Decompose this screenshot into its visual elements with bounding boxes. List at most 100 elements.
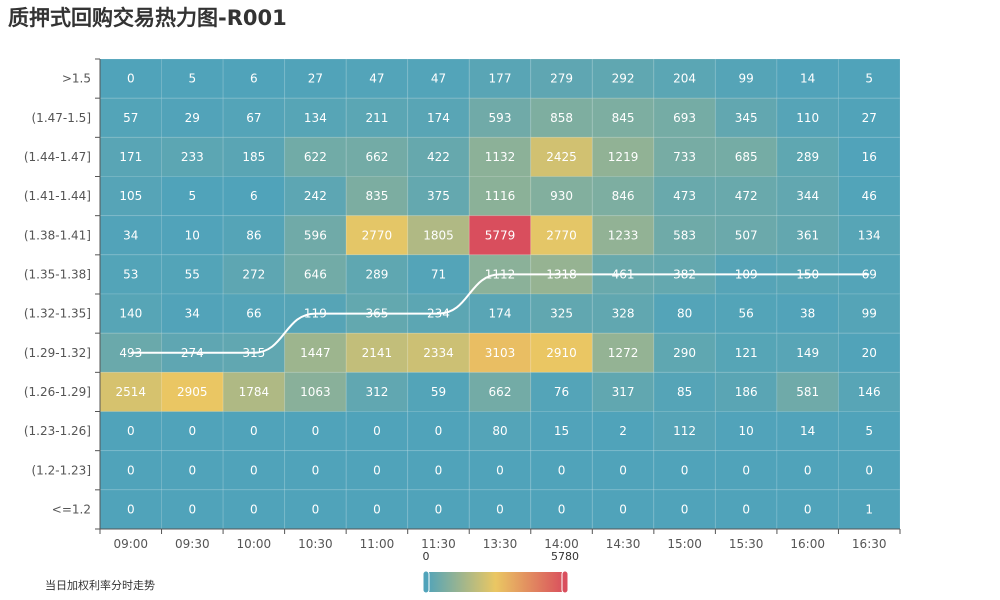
cell-value-label: 596 <box>304 228 327 242</box>
cell-value-label: 1233 <box>608 228 639 242</box>
heatmap-cell <box>99 450 163 491</box>
heatmap-cell <box>530 97 593 138</box>
heatmap-cell <box>345 176 409 217</box>
heatmap-cell <box>407 411 470 452</box>
heatmap-cell <box>284 450 347 491</box>
heatmap-cell <box>345 489 409 530</box>
heatmap-cell <box>653 176 716 217</box>
cell-value-label: 1063 <box>300 385 331 399</box>
heatmap-cell <box>591 176 655 217</box>
cell-value-label: 279 <box>550 72 573 86</box>
heatmap-cell <box>284 411 347 452</box>
cell-value-label: 0 <box>127 463 135 477</box>
visual-map-max-handle <box>561 570 569 594</box>
heatmap-cell <box>530 450 593 491</box>
cell-value-label: 134 <box>304 111 327 125</box>
heatmap-cell <box>530 332 593 373</box>
heatmap-cell <box>530 176 593 217</box>
cell-value-label: 0 <box>250 463 258 477</box>
cell-value-label: 233 <box>181 150 204 164</box>
heatmap-cell <box>345 136 409 177</box>
cell-value-label: 171 <box>119 150 142 164</box>
heatmap-cell <box>222 136 286 177</box>
cell-value-label: 344 <box>796 189 819 203</box>
cell-value-label: 5 <box>188 189 196 203</box>
cell-value-label: 0 <box>496 463 504 477</box>
cell-value-label: 685 <box>735 150 758 164</box>
heatmap-cell <box>222 215 286 256</box>
heatmap-cell <box>407 176 470 217</box>
heatmap-cell <box>837 293 901 334</box>
cell-value-label: 0 <box>188 463 196 477</box>
cell-value-label: 105 <box>119 189 142 203</box>
heatmap-cell <box>468 215 532 256</box>
visual-map-min-handle <box>422 570 430 594</box>
cell-value-label: 583 <box>673 228 696 242</box>
cell-value-label: 312 <box>365 385 388 399</box>
heatmap-cell <box>99 371 163 413</box>
y-tick-label: (1.47-1.5] <box>32 111 92 125</box>
cell-value-label: 10 <box>739 424 754 438</box>
cell-value-label: 0 <box>435 424 443 438</box>
cell-value-label: 272 <box>242 267 265 281</box>
cell-value-label: 86 <box>246 228 261 242</box>
heatmap-cell <box>776 215 839 256</box>
cell-value-label: 0 <box>742 502 750 516</box>
cell-value-label: 662 <box>489 385 512 399</box>
cell-value-label: 3103 <box>485 346 516 360</box>
cell-value-label: 1219 <box>608 150 639 164</box>
heatmap-cell <box>837 450 901 491</box>
x-tick-label: 10:00 <box>237 537 272 551</box>
cell-value-label: 0 <box>373 502 381 516</box>
cell-value-label: 110 <box>796 111 819 125</box>
cell-value-label: 472 <box>735 189 758 203</box>
heatmap-cell <box>714 489 778 530</box>
heatmap-cell <box>345 411 409 452</box>
heatmap-cell <box>714 293 778 334</box>
cell-value-label: 211 <box>365 111 388 125</box>
x-tick-label: 15:00 <box>667 537 702 551</box>
y-tick-label: (1.29-1.32] <box>24 346 91 360</box>
cell-value-label: 0 <box>558 463 566 477</box>
cell-value-label: 80 <box>677 307 692 321</box>
visual-map-min-label: 0 <box>423 550 430 563</box>
heatmap-cell <box>284 176 347 217</box>
cell-value-label: 733 <box>673 150 696 164</box>
heatmap-cell <box>222 58 286 99</box>
cell-value-label: 99 <box>862 307 877 321</box>
heatmap-cell <box>222 450 286 491</box>
trend-line-legend-label: 当日加权利率分时走势 <box>45 578 155 592</box>
y-tick-label: (1.32-1.35] <box>24 307 91 321</box>
heatmap-cell <box>407 450 470 491</box>
cell-value-label: 593 <box>489 111 512 125</box>
heatmap-cell <box>776 176 839 217</box>
x-tick-label: 16:30 <box>852 537 887 551</box>
cell-value-label: 121 <box>735 346 758 360</box>
heatmap-cell <box>591 58 655 99</box>
heatmap-cell <box>161 58 224 99</box>
x-tick-label: 16:00 <box>790 537 825 551</box>
heatmap-cell <box>714 176 778 217</box>
heatmap-cell <box>468 332 532 373</box>
cell-value-label: 5779 <box>485 228 516 242</box>
y-tick-label: <=1.2 <box>52 502 91 516</box>
cell-value-label: 186 <box>735 385 758 399</box>
cell-value-label: 10 <box>185 228 200 242</box>
cell-value-label: 846 <box>612 189 635 203</box>
heatmap-cell <box>653 58 716 99</box>
cell-value-label: 27 <box>308 72 323 86</box>
cell-value-label: 47 <box>431 72 446 86</box>
x-tick-label: 14:30 <box>606 537 641 551</box>
heatmap-cell <box>714 411 778 452</box>
x-tick-label: 15:30 <box>729 537 764 551</box>
cell-value-label: 5 <box>865 424 873 438</box>
cell-value-label: 134 <box>858 228 881 242</box>
heatmap-cell <box>99 97 163 138</box>
heatmap-cell <box>161 176 224 217</box>
cell-value-label: 581 <box>796 385 819 399</box>
heatmap-cell <box>407 215 470 256</box>
heatmap-cell <box>407 489 470 530</box>
cell-value-label: 835 <box>365 189 388 203</box>
cell-value-label: 0 <box>312 424 320 438</box>
